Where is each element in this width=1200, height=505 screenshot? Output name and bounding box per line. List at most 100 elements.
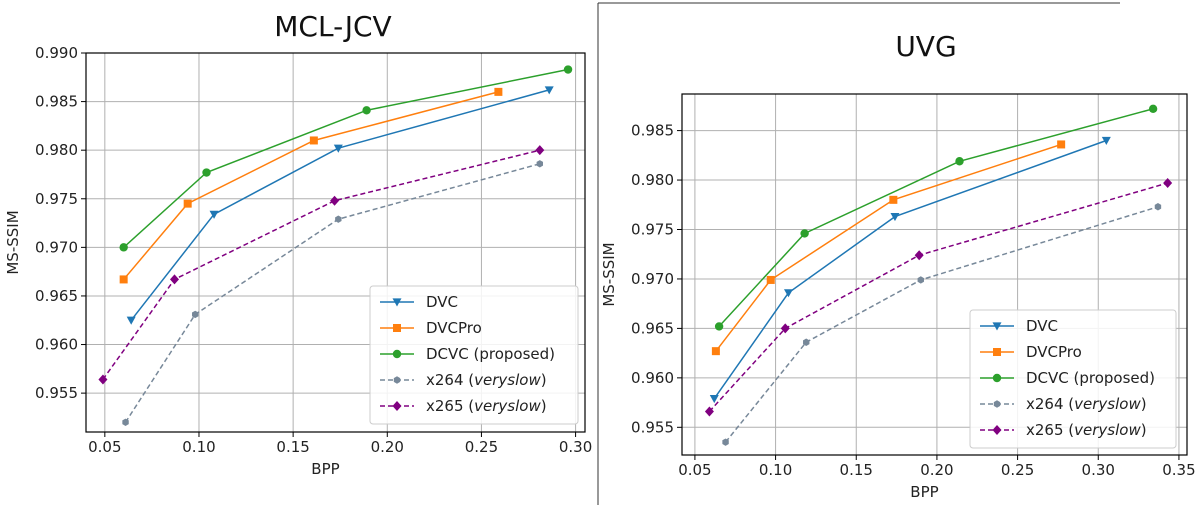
chart-1-legend: DVC DVCPro DCVC (proposed) x264 (veryslow) x… [369,285,579,425]
chart-1-x-tick-label: 0.15 [276,438,309,456]
chart-2-plot-frame [681,93,1188,456]
chart-2-series-5-point [704,406,714,417]
chart-1-series-2-point [494,87,503,96]
chart-1-legend-label: DVCPro [426,319,482,337]
chart-1-series-4-point [122,418,129,426]
chart-1-series-1-point [544,86,554,95]
chart-1-x-tick-label: 0.05 [88,438,121,456]
chart-2-legend-label: DVCPro [1026,343,1082,361]
chart-2-x-tick-label: 0.15 [840,461,873,479]
chart-2-legend-swatch-marker [992,373,1002,383]
chart-2-series-1-line [713,139,1107,400]
chart-2-series-3-point [800,229,809,238]
chart-2-y-tick-label: 0.970 [631,270,674,288]
chart-2-legend-label: x265 (veryslow) [1026,421,1147,439]
chart-2-x-tick-label: 0.05 [678,461,711,479]
chart-2-series-2 [711,140,1066,356]
chart-1-series-1-point [209,210,219,219]
chart-2-series-4-point [803,338,810,346]
chart-panel-2: UVG 0.05 0.10 0.15 0.20 0.25 0.30 0.35 0.955 0.96… [600,30,1196,501]
chart-2-legend-swatch-marker [992,322,1002,331]
chart-2-series-5-point [1163,178,1173,189]
chart-1-series-2 [119,87,503,284]
chart-2-title: UVG [895,30,956,63]
chart-1-plot-frame [85,52,586,433]
chart-2-y-tick-label: 0.955 [631,418,674,436]
chart-1-series-1-line [130,89,550,321]
chart-2-series-4-point [1154,203,1162,211]
chart-2-series-4 [722,203,1162,446]
chart-2-series-5-point [914,250,924,261]
chart-2-y-tick-label: 0.960 [631,369,674,387]
chart-2-series-1-point [890,213,900,222]
chart-2-x-tick-label: 0.25 [1001,461,1034,479]
chart-1-series-1 [126,86,554,325]
chart-2-series-5 [704,178,1173,417]
chart-2-series-5-point [780,323,790,334]
chart-1-series-3-point [362,106,371,115]
chart-1-y-tick-label: 0.985 [35,93,78,111]
chart-2-series-3-line [718,108,1154,327]
chart-1-legend-swatch-marker [393,376,401,384]
chart-1-series-2-point [119,275,128,284]
chart-2-y-tick-label: 0.980 [631,171,674,189]
chart-1-x-tick-label: 0.20 [371,438,404,456]
chart-1-x-tick-label: 0.30 [559,438,592,456]
chart-2-series-2-point [1057,140,1066,149]
chart-1-legend-label: DVC [426,293,458,311]
chart-2-legend-label: DCVC (proposed) [1026,369,1155,387]
chart-1-series-4-point [335,215,342,223]
chart-2-series-2-point [766,275,775,284]
chart-1-series-5-point [98,374,108,385]
chart-2-series-3-point [714,322,724,331]
chart-1-legend-label: DCVC (proposed) [426,345,555,363]
chart-2-x-tick-label: 0.10 [759,461,792,479]
chart-1-series-5-point [330,195,340,206]
chart-1-title: MCL-JCV [274,10,391,43]
chart-2-y-tick-label: 0.965 [631,319,674,337]
chart-1-y-tick-label: 0.975 [35,190,78,208]
chart-2-legend: DVC DVCPro DCVC (proposed) x264 (veryslow) x… [969,309,1177,449]
chart-2-x-tick-label: 0.20 [920,461,953,479]
chart-2-x-tick-label: 0.30 [1082,461,1115,479]
chart-panel-1: MCL-JCV 0.05 0.10 0.15 0.20 0.25 0.30 0.955 0.96… [4,10,592,478]
chart-1-legend-swatch-marker [393,324,401,332]
chart-1-y-tick-label: 0.980 [35,141,78,159]
chart-1-series-3-point [563,65,573,74]
chart-1-legend-swatch-marker [392,298,402,307]
chart-2-series-4-point [722,438,729,446]
chart-1-series-3 [119,65,573,252]
chart-2-legend-box [969,309,1177,449]
chart-1-y-tick-label: 0.955 [35,384,78,402]
chart-1-y-tick-label: 0.960 [35,336,78,354]
chart-1-series-4 [122,160,544,426]
chart-1-series-3-point [119,243,128,252]
chart-1-series-2-point [183,199,192,208]
chart-1-x-axis-label: BPP [311,460,339,478]
chart-2-series-4-point [917,276,924,284]
chart-1-legend-label: x265 (veryslow) [426,397,547,415]
chart-1-series-5 [98,145,545,385]
chart-2-x-axis-label: BPP [910,483,938,501]
chart-1-series-2-line [123,91,499,280]
chart-2-series-3 [714,104,1158,331]
chart-1-series-1-point [126,316,136,325]
chart-1-series-2-point [309,136,318,145]
chart-2-legend-swatch-marker [993,348,1001,356]
chart-1-series-4-point [192,310,199,319]
chart-2-series-4-line [725,206,1159,443]
chart-1-legend-label: x264 (veryslow) [426,371,547,389]
chart-1-y-axis-label: MS-SSIM [4,210,22,274]
chart-1-legend-swatch-marker [392,349,402,359]
chart-1-x-tick-label: 0.25 [465,438,498,456]
chart-2-series-3-point [955,157,964,166]
chart-2-legend-label: DVC [1026,317,1058,335]
chart-2-y-tick-label: 0.975 [631,220,674,238]
chart-2-series-2-point [889,195,898,204]
chart-1-legend-box [369,285,579,425]
chart-1-y-tick-label: 0.965 [35,287,78,305]
chart-1-series-3-line [123,68,569,248]
chart-2-legend-swatch-marker [992,425,1002,435]
chart-2-y-axis-label: MS-SSIM [600,242,618,306]
